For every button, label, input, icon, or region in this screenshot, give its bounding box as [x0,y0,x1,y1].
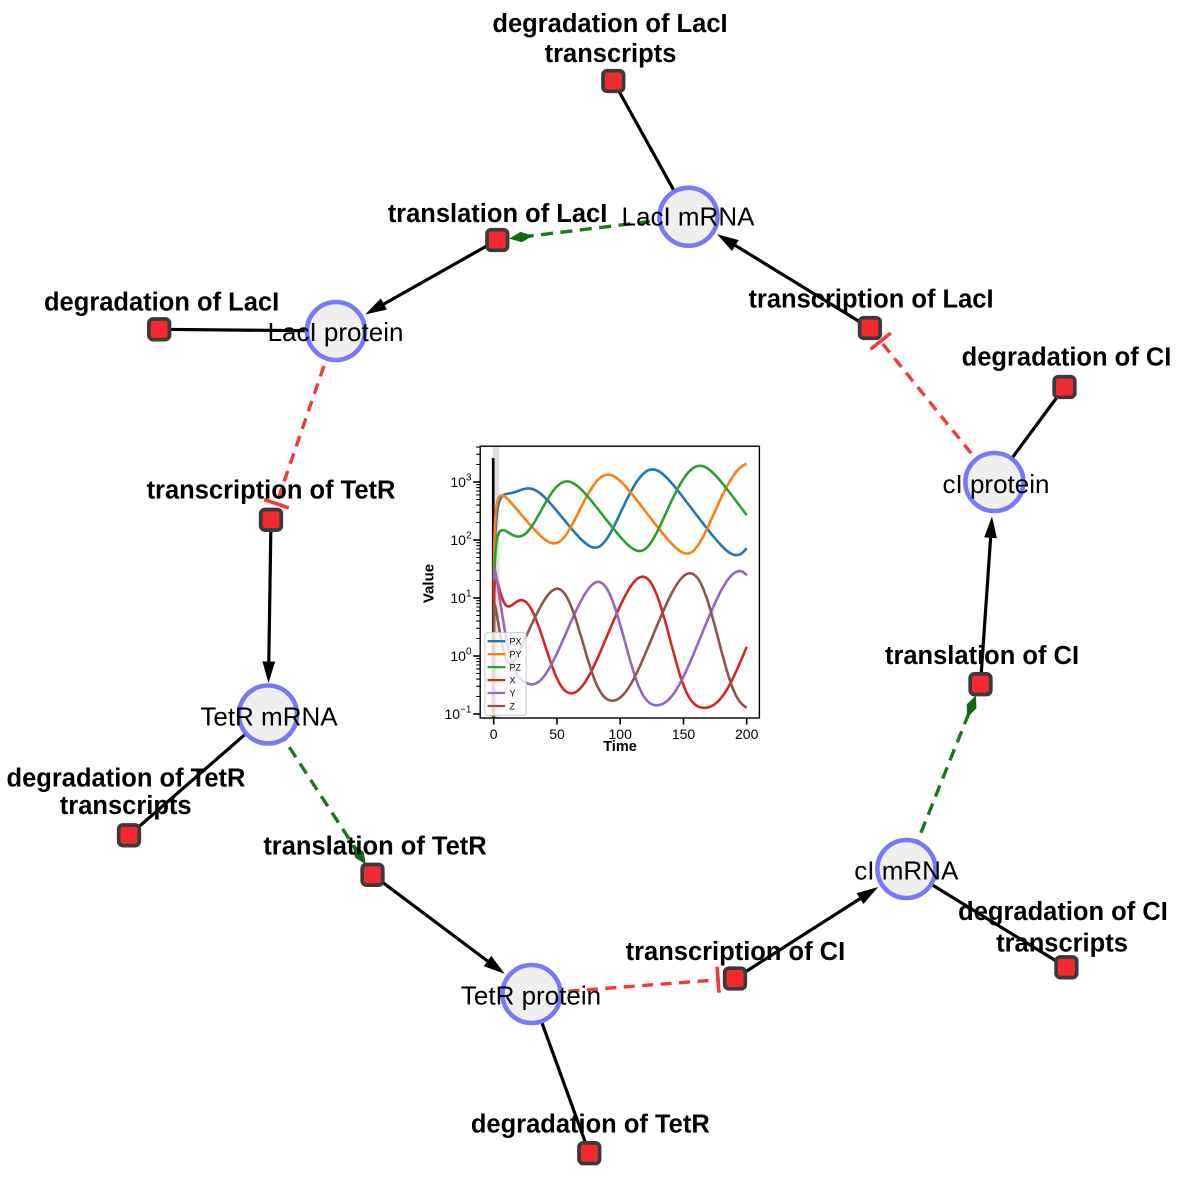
svg-text:LacI mRNA: LacI mRNA [622,201,756,231]
svg-text:PX: PX [510,637,522,647]
svg-text:150: 150 [672,726,696,742]
svg-text:degradation of LacI: degradation of LacI [44,288,279,316]
svg-text:Y: Y [510,688,516,698]
svg-text:degradation of CI: degradation of CI [958,898,1168,926]
svg-text:transcripts: transcripts [996,930,1128,958]
svg-text:degradation of CI: degradation of CI [962,344,1172,372]
svg-text:Time: Time [603,739,637,755]
svg-text:translation of LacI: translation of LacI [388,200,608,228]
svg-text:50: 50 [549,726,565,742]
svg-text:transcription of TetR: transcription of TetR [147,476,396,504]
svg-text:10−1: 10−1 [445,705,472,723]
svg-text:TetR mRNA: TetR mRNA [200,701,338,731]
svg-text:degradation of TetR: degradation of TetR [471,1111,710,1139]
svg-text:degradation of LacI: degradation of LacI [492,10,727,38]
svg-text:Value: Value [421,564,438,603]
svg-text:103: 103 [450,473,472,491]
svg-text:100: 100 [609,726,633,742]
svg-text:PY: PY [510,650,522,660]
svg-text:degradation of TetR: degradation of TetR [7,765,246,793]
svg-text:translation of TetR: translation of TetR [263,832,486,860]
svg-text:X: X [510,676,516,686]
svg-text:200: 200 [735,726,759,742]
svg-text:LacI protein: LacI protein [268,317,404,347]
svg-text:transcripts: transcripts [545,40,677,68]
svg-text:cI mRNA: cI mRNA [854,855,959,885]
svg-text:translation of CI: translation of CI [885,642,1079,670]
svg-text:TetR protein: TetR protein [461,980,601,1010]
svg-text:cI protein: cI protein [943,469,1050,499]
svg-text:transcripts: transcripts [60,792,192,820]
svg-text:0: 0 [490,726,498,742]
svg-text:102: 102 [450,531,472,549]
svg-text:101: 101 [450,589,472,607]
svg-text:100: 100 [450,647,472,665]
svg-text:Z: Z [510,701,516,711]
svg-text:PZ: PZ [510,663,522,673]
svg-text:transcription of CI: transcription of CI [626,938,846,966]
svg-text:transcription of LacI: transcription of LacI [748,286,993,314]
